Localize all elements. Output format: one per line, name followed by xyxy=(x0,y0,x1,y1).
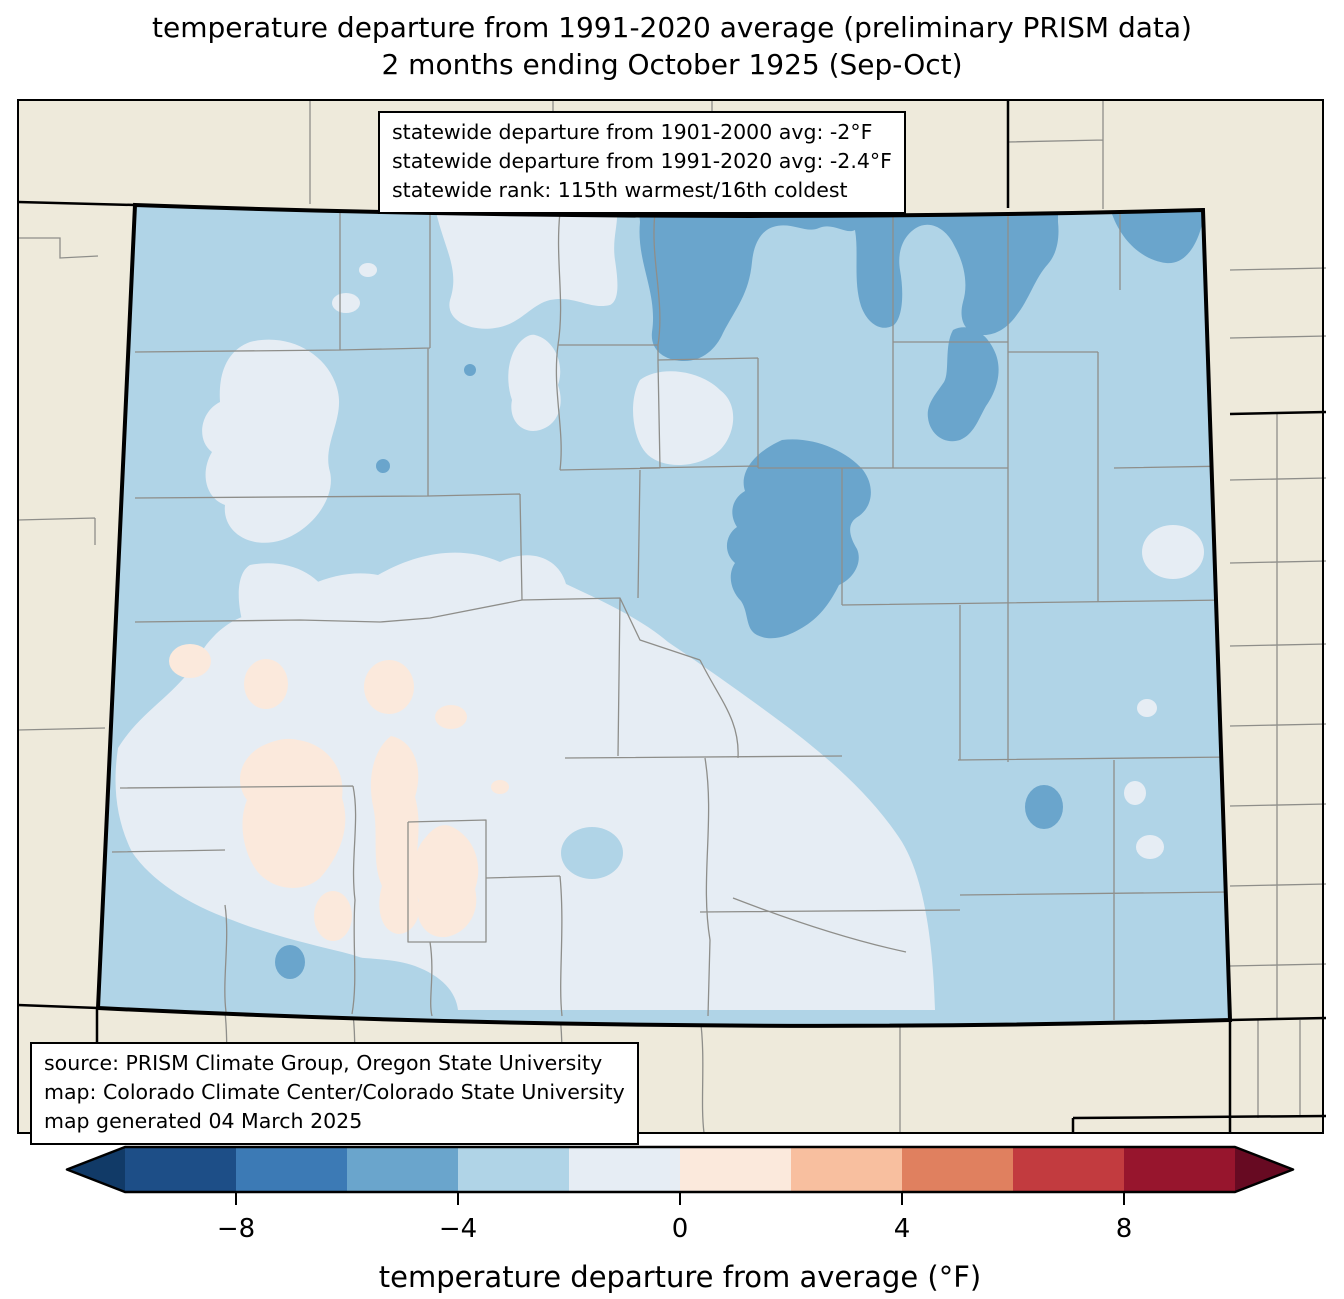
figure-title: temperature departure from 1991-2020 ave… xyxy=(0,10,1344,84)
cold-pocket-north-central xyxy=(638,205,1059,362)
wet-mountain-blue-blob xyxy=(561,827,623,879)
pale-spot-kit-carson xyxy=(1142,525,1204,579)
pale-spot-east1 xyxy=(1137,699,1157,717)
cold-dot-1 xyxy=(464,364,476,376)
colorbar-segment xyxy=(1124,1147,1236,1192)
colorbar-segment xyxy=(1013,1147,1125,1192)
warm-region-patches xyxy=(169,644,509,996)
cold-pocket-morgan xyxy=(927,327,999,442)
pale-spot-east2 xyxy=(1124,781,1146,805)
cold-pocket-archuleta xyxy=(275,945,305,979)
colorbar: −8 −4 0 4 8 temperature departure from averag… xyxy=(65,1145,1295,1294)
cold-dot-2 xyxy=(376,459,390,473)
warm-patch-7 xyxy=(413,825,479,938)
pale-spot-nw2 xyxy=(359,263,377,277)
pale-spot-east3 xyxy=(1136,835,1164,859)
cold-pocket-southeast xyxy=(1025,785,1063,829)
cold-pocket-foothills xyxy=(726,439,871,639)
colorado-county-lines xyxy=(111,211,1230,1020)
warm-patch-3 xyxy=(239,738,346,888)
colorbar-outline xyxy=(65,1145,1295,1194)
figure-title-line2: 2 months ending October 1925 (Sep-Oct) xyxy=(381,47,963,81)
pale-patch-northwest xyxy=(202,339,340,543)
cold-pockets xyxy=(275,205,1205,979)
generated-date-line: map generated 04 March 2025 xyxy=(44,1109,363,1134)
cold-pocket-northeast-corner xyxy=(1110,205,1205,264)
warm-patch-5 xyxy=(435,705,467,729)
source-line: source: PRISM Climate Group, Oregon Stat… xyxy=(44,1051,603,1075)
colorbar-segment xyxy=(680,1147,792,1192)
warm-patch-2 xyxy=(244,659,288,709)
pale-spot-nw1 xyxy=(332,293,360,313)
map-frame xyxy=(17,99,1324,1134)
colorbar-tick-label: −4 xyxy=(439,1214,477,1244)
colorbar-segment xyxy=(236,1147,348,1192)
colorbar-under-arrow xyxy=(67,1147,125,1192)
colorbar-segment xyxy=(347,1147,459,1192)
colorbar-over-arrow xyxy=(1235,1147,1293,1192)
stats-line-1901-2000: statewide departure from 1901-2000 avg: … xyxy=(392,120,873,144)
colorbar-tick-label: 4 xyxy=(894,1214,911,1244)
warm-patch-1 xyxy=(169,644,211,678)
colorbar-segment xyxy=(569,1147,681,1192)
stats-line-rank: statewide rank: 115th warmest/16th colde… xyxy=(392,178,848,203)
map-credit-line: map: Colorado Climate Center/Colorado St… xyxy=(44,1080,625,1105)
pale-patch-north-border xyxy=(436,212,618,329)
pale-patch-central xyxy=(508,334,561,431)
colorbar-tick-label: 0 xyxy=(672,1214,689,1244)
colorbar-segment xyxy=(125,1147,237,1192)
colorbar-segment xyxy=(458,1147,570,1192)
colorbar-segment xyxy=(791,1147,903,1192)
colorbar-tick-label: 8 xyxy=(1116,1214,1133,1244)
stats-line-1991-2020: statewide departure from 1991-2020 avg: … xyxy=(392,149,892,174)
warm-patch-6 xyxy=(370,736,420,934)
warm-patch-3b xyxy=(314,891,352,941)
warm-patch-8 xyxy=(491,780,509,794)
warm-patch-4 xyxy=(364,660,414,714)
statewide-stats-box: statewide departure from 1901-2000 avg: … xyxy=(378,111,906,215)
source-attribution-box: source: PRISM Climate Group, Oregon Stat… xyxy=(30,1042,639,1146)
figure-title-line1: temperature departure from 1991-2020 ave… xyxy=(152,11,1192,44)
colorbar-tick-label: −8 xyxy=(217,1214,255,1244)
colorbar-axis-label: temperature departure from average (°F) xyxy=(379,1260,981,1294)
pale-patch-south-central xyxy=(115,552,935,1010)
colorbar-segment xyxy=(902,1147,1014,1192)
